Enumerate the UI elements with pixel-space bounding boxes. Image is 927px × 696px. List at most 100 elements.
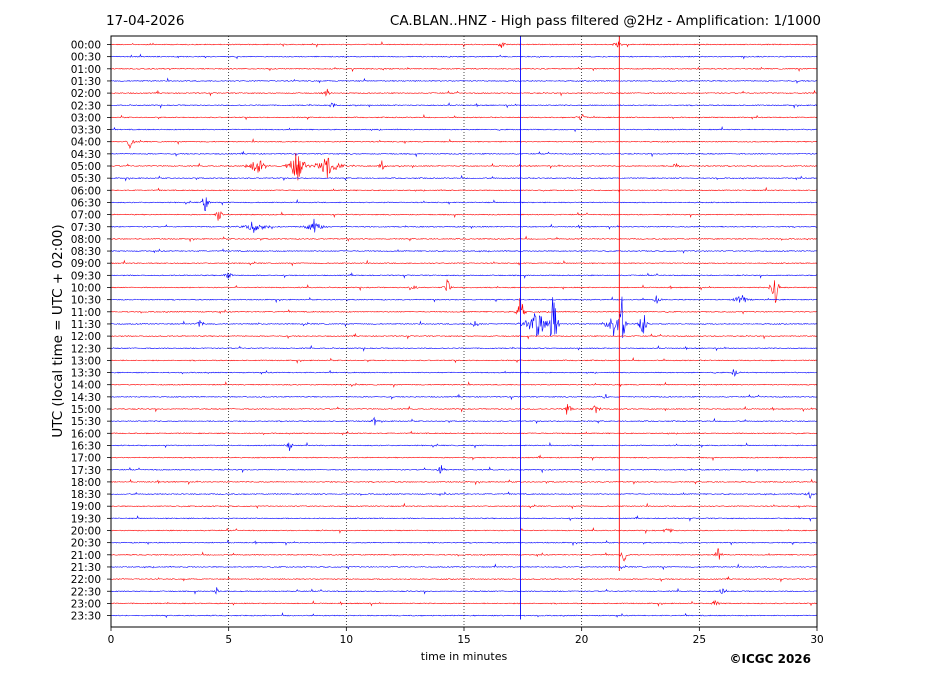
x-tick-label-5: 5	[225, 634, 232, 646]
row-label-1130: 11:30	[71, 319, 101, 331]
trace-1730	[110, 465, 817, 474]
row-label-0800: 08:00	[71, 234, 101, 246]
row-label-0230: 02:30	[71, 100, 101, 112]
trace-1830	[110, 491, 817, 499]
trace-1600	[110, 430, 817, 436]
spanning-traces	[520, 36, 620, 620]
row-label-1330: 13:30	[71, 368, 101, 380]
trace-1530	[110, 416, 817, 426]
trace-0700	[110, 211, 817, 221]
trace-2230	[110, 587, 817, 595]
row-label-0100: 01:00	[71, 64, 101, 76]
row-label-0000: 00:00	[71, 40, 101, 52]
row-label-1100: 11:00	[71, 307, 101, 319]
row-label-1530: 15:30	[71, 416, 101, 428]
row-label-0300: 03:00	[71, 112, 101, 124]
chart-title: CA.BLAN..HNZ - High pass filtered @2Hz -…	[390, 13, 821, 29]
trace-0330	[110, 126, 817, 133]
row-label-1930: 19:30	[71, 513, 101, 525]
x-tick-label-15: 15	[457, 634, 470, 646]
trace-1300	[110, 356, 817, 364]
trace-1200	[110, 332, 817, 340]
row-label-1600: 16:00	[71, 428, 101, 440]
trace-1500	[110, 404, 817, 415]
row-label-1500: 15:00	[71, 404, 101, 416]
trace-0230	[110, 102, 817, 109]
row-label-1630: 16:30	[71, 440, 101, 452]
trace-0400	[110, 138, 817, 149]
row-label-1000: 10:00	[71, 283, 101, 295]
trace-2100	[110, 548, 817, 562]
trace-1030	[110, 295, 817, 304]
trace-0600	[110, 186, 817, 194]
trace-1100	[110, 297, 817, 315]
x-tick-label-25: 25	[693, 634, 706, 646]
row-label-0500: 05:00	[71, 161, 101, 173]
row-label-0030: 00:30	[71, 52, 101, 64]
row-label-0430: 04:30	[71, 149, 101, 161]
x-axis-label: time in minutes	[421, 650, 508, 663]
vertical-gridlines	[228, 36, 700, 627]
row-label-1200: 12:00	[71, 331, 101, 343]
row-label-0200: 02:00	[71, 88, 101, 100]
row-label-2330: 23:30	[71, 611, 101, 623]
row-label-0130: 01:30	[71, 76, 101, 88]
row-label-0330: 03:30	[71, 125, 101, 137]
trace-0500	[110, 153, 817, 181]
copyright-label: ©ICGC 2026	[729, 652, 811, 666]
row-label-2230: 22:30	[71, 586, 101, 598]
trace-0130	[110, 77, 817, 84]
row-label-0530: 05:30	[71, 173, 101, 185]
trace-0200	[110, 88, 817, 97]
trace-0800	[110, 235, 817, 243]
plot-frame	[110, 35, 818, 628]
x-axis-ticks: 0 5 10 15 20 25 30	[108, 627, 824, 646]
x-tick-label-0: 0	[108, 634, 115, 646]
row-label-0830: 08:30	[71, 246, 101, 258]
row-label-2200: 22:00	[71, 574, 101, 586]
trace-2330	[110, 612, 817, 619]
row-label-0400: 04:00	[71, 137, 101, 149]
row-label-1030: 10:30	[71, 295, 101, 307]
row-label-1730: 17:30	[71, 465, 101, 477]
trace-0300	[110, 113, 817, 121]
row-label-0930: 09:30	[71, 270, 101, 282]
row-label-2030: 20:30	[71, 538, 101, 550]
trace-0000	[110, 41, 817, 49]
trace-1400	[110, 381, 817, 388]
trace-1130	[110, 296, 817, 338]
x-tick-label-30: 30	[810, 634, 823, 646]
x-tick-label-20: 20	[575, 634, 588, 646]
trace-1000	[110, 279, 817, 303]
row-label-0900: 09:00	[71, 258, 101, 270]
trace-0630	[110, 197, 817, 211]
trace-2030	[110, 539, 817, 547]
row-label-0600: 06:00	[71, 185, 101, 197]
trace-1930	[110, 515, 817, 522]
date-label: 17-04-2026	[106, 13, 184, 29]
seismogram-traces	[110, 41, 817, 619]
row-label-2100: 21:00	[71, 550, 101, 562]
trace-0430	[110, 150, 817, 158]
trace-0030	[110, 53, 817, 60]
row-label-1430: 14:30	[71, 392, 101, 404]
row-time-labels: 00:0000:3001:0001:3002:0002:3003:0003:30…	[71, 40, 111, 623]
trace-1430	[110, 393, 817, 401]
trace-0830	[110, 248, 817, 254]
row-label-1800: 18:00	[71, 477, 101, 489]
trace-1230	[110, 344, 817, 352]
row-label-1900: 19:00	[71, 501, 101, 513]
trace-1800	[110, 478, 817, 486]
trace-2130	[110, 563, 817, 571]
trace-1700	[110, 454, 817, 462]
trace-0530	[110, 174, 817, 182]
row-label-2000: 20:00	[71, 526, 101, 538]
row-label-1230: 12:30	[71, 343, 101, 355]
row-label-1300: 13:00	[71, 355, 101, 367]
trace-0100	[110, 66, 817, 73]
trace-0900	[110, 259, 817, 267]
y-axis-label: UTC (local time = UTC + 02:00)	[50, 224, 66, 437]
trace-2200	[110, 575, 817, 583]
row-label-1700: 17:00	[71, 453, 101, 465]
